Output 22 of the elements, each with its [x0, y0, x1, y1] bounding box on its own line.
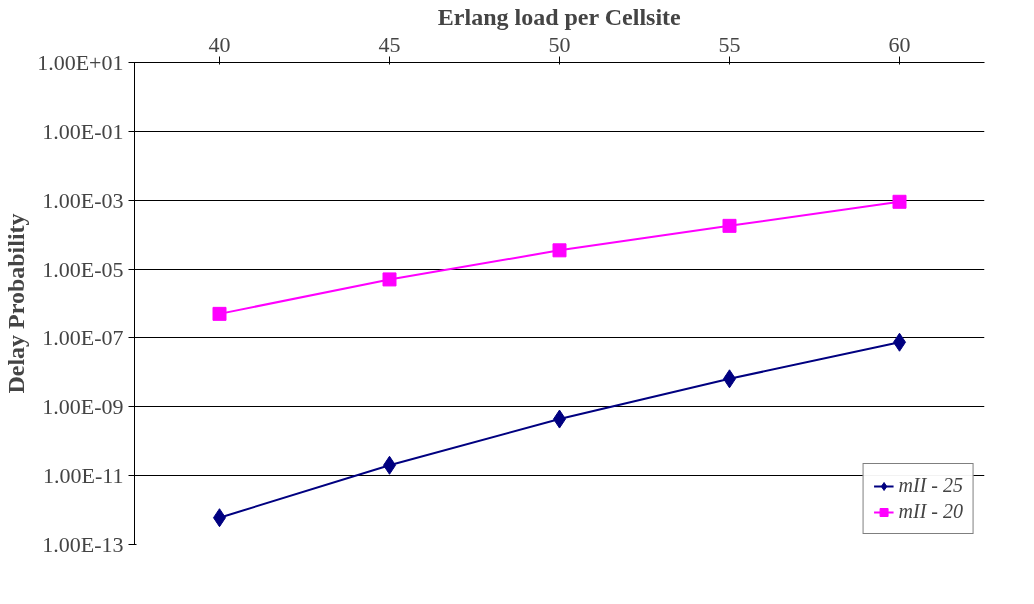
- y-tick-label: 1.00E-01: [42, 118, 124, 144]
- point: [552, 243, 567, 258]
- point: [382, 272, 397, 287]
- x-tick-label: 50: [548, 31, 571, 57]
- legend-label: mII - 20: [898, 500, 963, 523]
- point: [892, 194, 907, 209]
- x-tick-label: 45: [378, 31, 401, 57]
- point: [722, 218, 737, 233]
- y-tick-label: 1.00E-13: [42, 532, 124, 557]
- y-tick-label: 1.00E-03: [42, 187, 124, 213]
- x-tick-label: 55: [718, 31, 741, 57]
- y-tick-label: 1.00E-07: [42, 325, 124, 351]
- x-axis-title: Erlang load per Cellsite: [437, 3, 682, 30]
- legend-label: mII - 25: [898, 474, 963, 497]
- point: [212, 306, 227, 321]
- y-axis-title: Delay Probability: [3, 213, 30, 394]
- y-tick-label: 1.00E-11: [43, 463, 124, 489]
- x-tick-label: 60: [888, 31, 911, 57]
- y-tick-label: 1.00E+01: [37, 50, 124, 75]
- y-tick-label: 1.00E-09: [42, 394, 124, 420]
- x-tick-label: 40: [208, 31, 231, 57]
- y-tick-label: 1.00E-05: [42, 256, 124, 282]
